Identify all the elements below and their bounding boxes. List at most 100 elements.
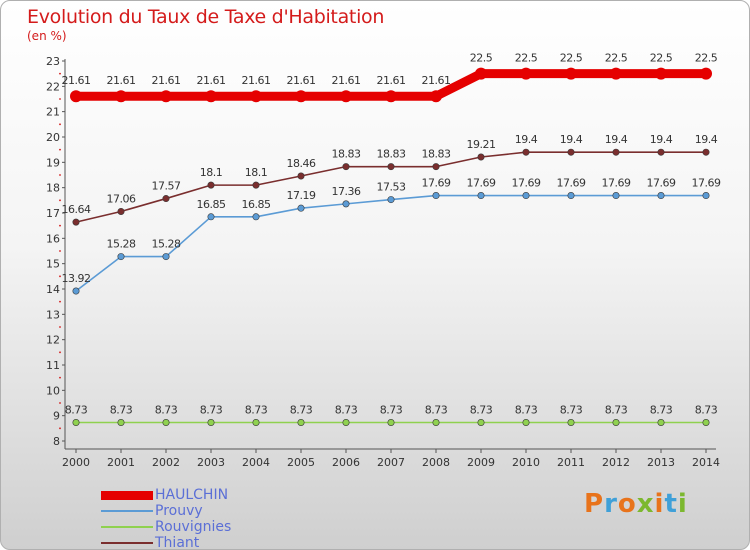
data-label: 21.61 — [62, 74, 91, 87]
legend-item: HAULCHIN — [101, 487, 228, 503]
y-tick-label: 23 — [46, 55, 60, 68]
data-label: 21.61 — [152, 74, 181, 87]
data-point — [432, 163, 440, 171]
y-tick-label: 21 — [46, 106, 60, 119]
data-label: 18.1 — [200, 166, 223, 179]
logo-letter: o — [617, 489, 637, 519]
data-point — [117, 253, 125, 261]
data-point — [522, 192, 530, 200]
data-label: 21.61 — [107, 74, 136, 87]
data-point — [657, 419, 665, 427]
y-minor-tick — [59, 300, 61, 303]
y-minor-tick — [59, 199, 61, 202]
legend-label: HAULCHIN — [155, 487, 229, 503]
data-point — [565, 67, 577, 80]
legend-swatch — [101, 510, 153, 512]
logo-letter: x — [636, 489, 655, 519]
y-tick-label: 18 — [46, 182, 60, 195]
data-label: 17.06 — [107, 192, 136, 205]
data-point — [432, 419, 440, 427]
y-minor-tick — [59, 72, 61, 75]
data-point — [477, 192, 485, 200]
data-point — [117, 207, 125, 215]
data-point — [387, 163, 395, 171]
data-label: 21.61 — [377, 74, 406, 87]
data-label: 16.85 — [242, 198, 271, 211]
data-point — [522, 419, 530, 427]
data-point — [205, 90, 217, 103]
y-minor-tick — [59, 326, 61, 328]
legend-swatch — [101, 542, 153, 544]
data-point — [72, 287, 80, 295]
data-label: 18.83 — [422, 148, 451, 161]
y-minor-tick — [59, 224, 61, 227]
data-label: 8.73 — [110, 404, 133, 417]
y-tick-label: 11 — [46, 359, 60, 372]
data-point — [702, 192, 710, 200]
data-point — [162, 195, 170, 203]
data-label: 16.85 — [197, 198, 226, 211]
data-label: 22.5 — [560, 52, 583, 65]
y-tick-label: 13 — [46, 308, 60, 321]
data-point — [342, 419, 350, 427]
data-label: 19.4 — [650, 133, 673, 146]
data-point — [70, 90, 82, 103]
data-point — [117, 419, 125, 427]
data-label: 8.73 — [560, 404, 583, 417]
x-tick-label: 2000 — [62, 456, 90, 469]
data-point — [72, 419, 80, 427]
data-point — [700, 67, 712, 80]
data-point — [657, 192, 665, 200]
y-tick-label: 15 — [46, 258, 60, 271]
data-label: 17.69 — [467, 177, 496, 190]
y-minor-tick — [59, 174, 61, 176]
data-point — [252, 213, 260, 221]
data-point — [610, 67, 622, 80]
data-label: 8.73 — [695, 404, 718, 417]
data-label: 21.61 — [287, 74, 316, 87]
data-label: 13.92 — [62, 272, 91, 285]
data-label: 17.69 — [647, 177, 676, 190]
chart-title: Evolution du Taux de Taxe d'Habitation — [27, 6, 385, 28]
data-point — [207, 181, 215, 189]
x-tick-label: 2008 — [422, 456, 450, 469]
data-label: 17.69 — [557, 177, 586, 190]
data-point — [250, 90, 262, 103]
data-label: 8.73 — [200, 404, 223, 417]
data-point — [342, 163, 350, 171]
data-label: 8.73 — [290, 404, 313, 417]
data-label: 17.53 — [377, 181, 406, 194]
data-point — [567, 192, 575, 200]
data-point — [252, 181, 260, 189]
y-minor-tick — [59, 351, 61, 354]
data-label: 8.73 — [470, 404, 493, 417]
data-point — [432, 192, 440, 200]
data-label: 18.46 — [287, 157, 316, 170]
data-label: 22.5 — [650, 52, 673, 65]
x-tick-label: 2011 — [557, 456, 585, 469]
y-tick-label: 14 — [46, 283, 60, 296]
y-tick-label: 20 — [46, 131, 60, 144]
data-point — [295, 90, 307, 103]
data-label: 17.36 — [332, 185, 361, 198]
y-minor-tick — [59, 148, 61, 151]
y-tick-label: 10 — [46, 384, 60, 397]
legend-label: Rouvignies — [155, 519, 232, 535]
data-label: 22.5 — [605, 52, 628, 65]
data-label: 21.61 — [332, 74, 361, 87]
data-label: 17.19 — [287, 189, 316, 202]
data-point — [477, 153, 485, 161]
data-point — [252, 419, 260, 427]
legend-swatch — [101, 526, 153, 528]
logo-letter: r — [604, 489, 618, 519]
data-point — [162, 253, 170, 261]
x-tick-label: 2005 — [287, 456, 315, 469]
y-tick-label: 22 — [46, 80, 60, 93]
y-minor-tick — [59, 250, 61, 252]
data-point — [387, 196, 395, 204]
y-minor-tick — [59, 427, 61, 430]
data-point — [342, 200, 350, 208]
y-tick-label: 12 — [46, 334, 60, 347]
data-point — [567, 419, 575, 427]
